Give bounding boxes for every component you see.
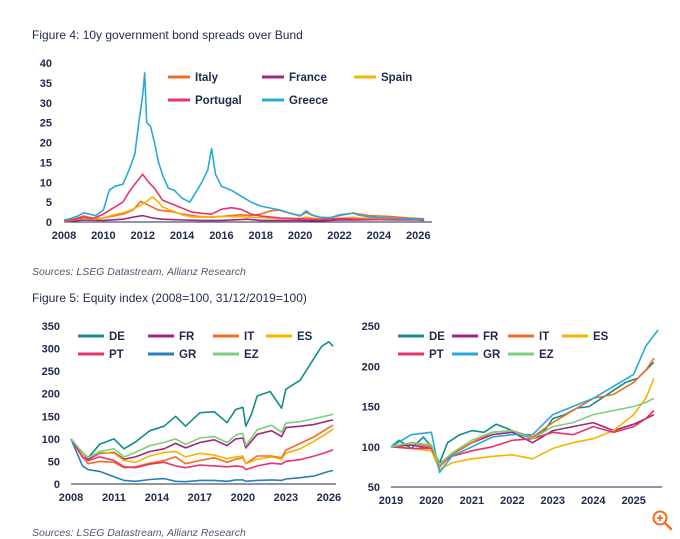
series-line-fr (70, 419, 334, 461)
y-tick-label: 150 (362, 402, 380, 414)
y-tick-label: 50 (48, 456, 60, 468)
y-tick-label: 350 (42, 321, 60, 333)
series-line-it (70, 424, 334, 469)
y-tick-label: 100 (42, 434, 60, 446)
series-line-ez (390, 397, 655, 466)
x-tick-label: 2020 (288, 230, 312, 242)
zoom-in-icon[interactable] (651, 509, 673, 531)
legend-label-es: ES (593, 331, 609, 343)
x-tick-label: 2011 (102, 492, 126, 504)
y-tick-label: 30 (40, 98, 52, 110)
legend-label-spain: Spain (381, 72, 412, 84)
x-tick-label: 2008 (59, 492, 83, 504)
x-tick-label: 2022 (327, 230, 351, 242)
y-tick-label: 200 (362, 361, 380, 373)
legend-label-ez: EZ (539, 349, 554, 361)
x-tick-label: 2018 (249, 230, 273, 242)
series-line-portugal (63, 173, 425, 222)
legend-label-gr: GR (483, 349, 501, 361)
x-tick-label: 2008 (52, 230, 76, 242)
legend-label-de: DE (429, 331, 445, 343)
x-tick-label: 2022 (500, 495, 524, 507)
x-tick-label: 2014 (145, 492, 170, 504)
x-tick-label: 2024 (367, 230, 392, 242)
series-line-es (390, 378, 655, 471)
legend-label-it: IT (244, 331, 254, 343)
x-tick-label: 2016 (209, 230, 233, 242)
equity-index-2008-chart: 0 50 100 150 200 250 300 350 2008 2011 2014 2017 202… (42, 321, 341, 504)
x-tick-label: 2020 (419, 495, 443, 507)
x-tick-label: 2019 (379, 495, 403, 507)
series-line-es (70, 428, 334, 465)
y-tick-label: 200 (42, 389, 60, 401)
legend-label-ez: EZ (244, 349, 259, 361)
y-tick-label: 5 (46, 197, 52, 209)
legend-label-portugal: Portugal (195, 95, 242, 107)
x-tick-label: 2025 (621, 495, 645, 507)
legend-label-fr: FR (483, 331, 499, 343)
series-line-ez (70, 413, 334, 459)
x-tick-label: 2017 (188, 492, 212, 504)
x-tick-label: 2020 (231, 492, 255, 504)
series-line-pt (70, 438, 334, 471)
x-tick-label: 2014 (170, 230, 195, 242)
y-tick-label: 50 (368, 482, 380, 494)
y-tick-label: 0 (46, 217, 52, 229)
y-tick-label: 0 (54, 479, 60, 491)
y-tick-label: 250 (42, 366, 60, 378)
legend-label-pt: PT (109, 349, 124, 361)
figure-5-source: Sources: LSEG Datastream, Allianz Resear… (32, 527, 246, 539)
legend-label-fr: FR (179, 331, 195, 343)
y-tick-label: 100 (362, 442, 380, 454)
y-tick-label: 10 (40, 177, 52, 189)
legend-label-gr: GR (179, 349, 197, 361)
y-tick-label: 40 (40, 58, 52, 70)
legend-label-italy: Italy (195, 72, 219, 84)
series-line-spain (63, 196, 425, 222)
x-tick-label: 2021 (460, 495, 484, 507)
y-tick-label: 25 (40, 118, 52, 130)
y-tick-label: 20 (40, 138, 52, 150)
figure-4-source: Sources: LSEG Datastream, Allianz Resear… (32, 266, 246, 278)
y-tick-label: 35 (40, 78, 52, 90)
x-tick-label: 2012 (130, 230, 154, 242)
legend-label-france: France (289, 72, 327, 84)
series-line-italy (63, 200, 425, 222)
figure-4-title: Figure 4: 10y government bond spreads ov… (32, 28, 303, 42)
y-tick-label: 150 (42, 411, 60, 423)
bond-spread-chart: 0 5 10 15 20 25 30 35 40 2008 2010 2012 2014 2016 2018… (40, 58, 432, 242)
series-line-greece (63, 72, 425, 221)
legend-label-es: ES (297, 331, 313, 343)
legend-label-greece: Greece (289, 95, 328, 107)
y-tick-label: 300 (42, 344, 60, 356)
equity-index-2019-chart: 50 100 150 200 250 2019 2020 2021 2022 2023 2024 20… (362, 321, 662, 507)
x-tick-label: 2026 (317, 492, 341, 504)
figure-5-title: Figure 5: Equity index (2008=100, 31/12/… (32, 291, 307, 305)
x-tick-label: 2024 (581, 495, 606, 507)
y-tick-label: 250 (362, 321, 380, 333)
x-tick-label: 2023 (541, 495, 565, 507)
legend-label-it: IT (539, 331, 549, 343)
legend-label-pt: PT (429, 349, 444, 361)
x-tick-label: 2026 (406, 230, 430, 242)
legend-label-de: DE (109, 331, 125, 343)
y-tick-label: 15 (40, 157, 52, 169)
x-tick-label: 2023 (274, 492, 298, 504)
x-tick-label: 2010 (91, 230, 115, 242)
series-line-de (70, 340, 334, 459)
series-line-gr (70, 438, 334, 483)
